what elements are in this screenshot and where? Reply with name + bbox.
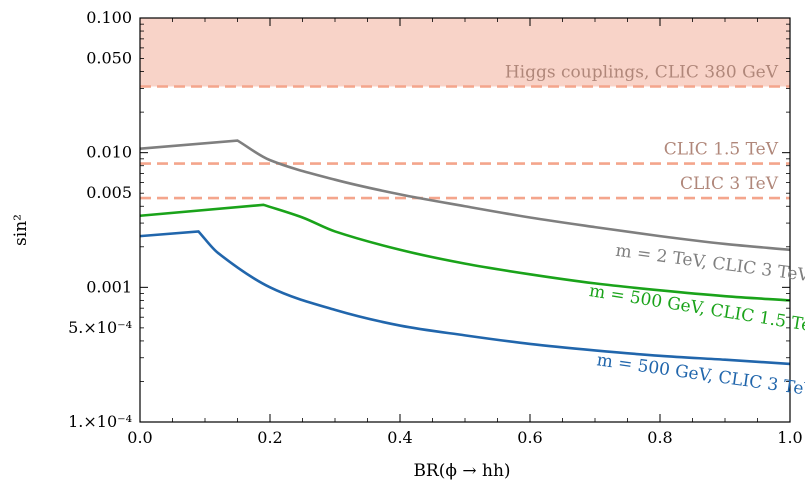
series-line xyxy=(139,230,791,366)
excluded-region xyxy=(140,18,790,87)
y-tick-label: 0.005 xyxy=(86,183,132,202)
y-tick-label: 0.010 xyxy=(86,143,132,162)
series-line xyxy=(139,139,791,252)
x-tick-label: 0.0 xyxy=(127,428,152,447)
y-tick-label: 1.×10⁻⁴ xyxy=(68,412,132,431)
series-line xyxy=(139,203,791,302)
x-tick-label: 1.0 xyxy=(777,428,802,447)
y-tick-label: 0.050 xyxy=(86,49,132,68)
limit-line-label: Higgs couplings, CLIC 380 GeV xyxy=(505,62,779,82)
x-tick-label: 0.6 xyxy=(517,428,542,447)
y-axis-title: sin² xyxy=(11,214,31,246)
x-axis-title: BR(ϕ → hh) xyxy=(413,461,510,481)
series-layer xyxy=(139,139,791,366)
y-tick-label: 0.001 xyxy=(86,277,132,296)
limit-line-label: CLIC 1.5 TeV xyxy=(664,140,779,160)
x-tick-label: 0.4 xyxy=(387,428,412,447)
series-label: m = 500 GeV, CLIC 1.5 TeV xyxy=(588,281,805,338)
limit-line-label: CLIC 3 TeV xyxy=(680,174,779,194)
axes-layer: 0.0 0.2 0.4 0.6 0.8 1.0 0.100 0.050 0.010 0.005 0.… xyxy=(68,8,803,447)
y-tick-label: 5.×10⁻⁴ xyxy=(68,318,132,337)
excluded-region-layer xyxy=(140,18,790,87)
annotation-layer: Higgs couplings, CLIC 380 GeV CLIC 1.5 Te… xyxy=(505,62,805,400)
x-tick-label: 0.2 xyxy=(257,428,282,447)
y-tick-label: 0.100 xyxy=(86,8,132,27)
x-tick-label: 0.8 xyxy=(647,428,672,447)
limit-lines-layer xyxy=(140,85,790,200)
